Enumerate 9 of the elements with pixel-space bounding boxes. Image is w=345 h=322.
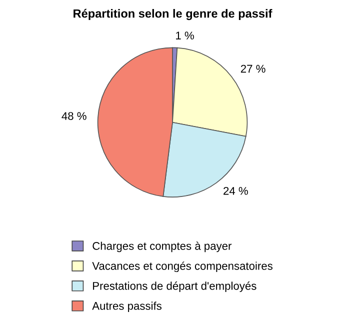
legend-label: Vacances et congés compensatoires bbox=[92, 262, 272, 272]
legend-label: Autres passifs bbox=[92, 302, 162, 312]
chart-title: Répartition selon le genre de passif bbox=[74, 8, 272, 20]
data-label: 1 % bbox=[176, 32, 194, 40]
data-label: 27 % bbox=[240, 64, 266, 73]
legend-label: Prestations de départ d'employés bbox=[93, 282, 256, 292]
data-label: 24 % bbox=[224, 186, 248, 195]
data-label: 48 % bbox=[62, 112, 86, 120]
legend-label: Charges et comptes à payer bbox=[92, 242, 232, 252]
